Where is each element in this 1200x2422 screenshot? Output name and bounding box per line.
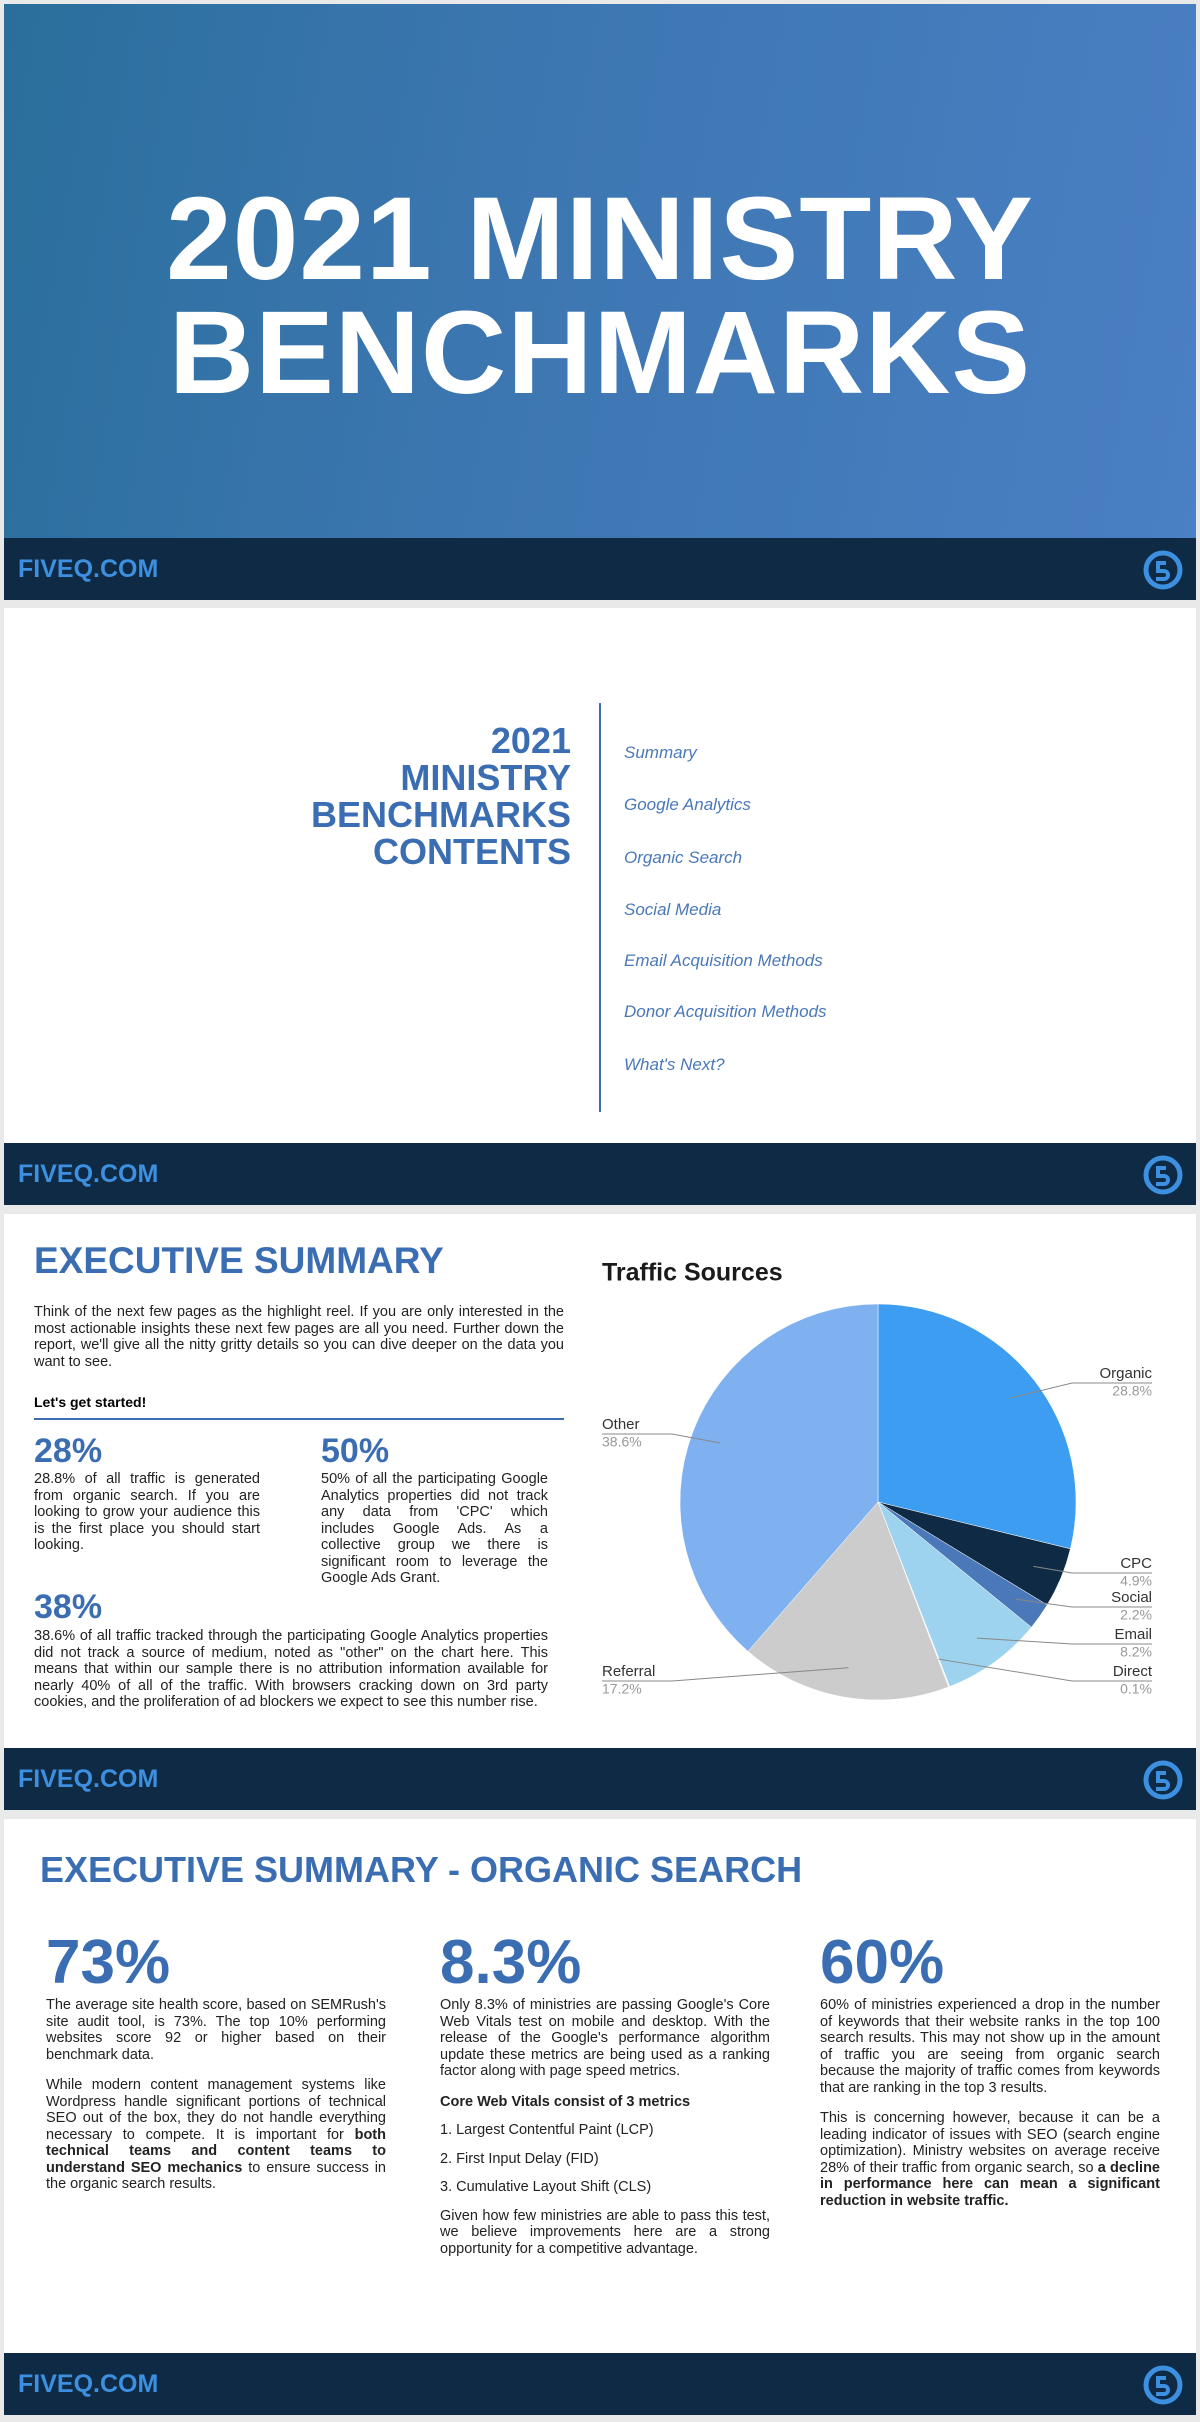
- contents-slide: 2021 MINISTRY BENCHMARKS CONTENTS Summar…: [4, 608, 1196, 1205]
- logo: [1143, 550, 1183, 590]
- intro: Think of the next few pages as the highl…: [34, 1304, 564, 1370]
- footer: FIVEQ.COM: [4, 538, 1196, 600]
- slice-label: Email: [1114, 1626, 1152, 1643]
- paragraph: This is concerning however, because it c…: [820, 2110, 1160, 2209]
- contents-item[interactable]: What's Next?: [624, 1055, 725, 1074]
- text: This is concerning however, because it c…: [820, 2110, 1160, 2176]
- stat-figure: 60%: [820, 1928, 945, 1997]
- leader-line: [1015, 1598, 1152, 1608]
- stat-figure: 73%: [46, 1928, 171, 1997]
- site: FIVEQ.COM: [18, 1160, 159, 1188]
- pie-slice: [877, 1501, 1032, 1687]
- footer: FIVEQ.COM: [4, 2353, 1196, 2415]
- footer: FIVEQ.COM: [4, 1748, 1196, 1810]
- bold-text: a decline in performance here can mean a…: [820, 2159, 1160, 2209]
- section-title: EXECUTIVE SUMMARY: [34, 1240, 444, 1281]
- stat-figure: 38%: [34, 1588, 103, 1626]
- site: FIVEQ.COM: [18, 1765, 159, 1793]
- paragraph: While modern content management systems …: [46, 2077, 386, 2193]
- text: While modern content management systems …: [46, 2077, 386, 2143]
- cta: Let's get started!: [34, 1394, 147, 1410]
- rule: [34, 1418, 564, 1420]
- contents-heading: CONTENTS: [373, 831, 571, 872]
- slice-label: CPC: [1120, 1555, 1152, 1572]
- contents-item[interactable]: Donor Acquisition Methods: [624, 1002, 827, 1021]
- list-item: 3. Cumulative Layout Shift (CLS): [440, 2179, 652, 2195]
- slice-value: 38.6%: [602, 1434, 642, 1450]
- contents-item[interactable]: Google Analytics: [624, 795, 751, 814]
- contents-item[interactable]: Email Acquisition Methods: [624, 951, 823, 970]
- subhead: Core Web Vitals consist of 3 metrics: [440, 2093, 691, 2110]
- stat-text: 28.8% of all traffic is generated from o…: [34, 1471, 260, 1553]
- cover-slide: 2021 MINISTRY BENCHMARKS FIVEQ.COM: [4, 4, 1196, 600]
- leader-line: [1010, 1382, 1152, 1399]
- site: FIVEQ.COM: [18, 555, 159, 583]
- summary-slide: EXECUTIVE SUMMARY Think of the next few …: [4, 1214, 1196, 1810]
- stat-text: 50% of all the participating Google Anal…: [321, 1471, 548, 1586]
- text: to ensure success in the organic search …: [46, 2159, 386, 2193]
- column: 73% The average site health score, based…: [46, 1931, 386, 2193]
- paragraph: The average site health score, based on …: [46, 1997, 386, 2063]
- slice-label: Other: [602, 1416, 640, 1433]
- slice-label: Social: [1111, 1589, 1152, 1606]
- section-title: EXECUTIVE SUMMARY - ORGANIC SEARCH: [40, 1849, 803, 1890]
- logo: [1143, 1155, 1183, 1195]
- leader-line: [976, 1637, 1152, 1645]
- footer: FIVEQ.COM: [4, 1143, 1196, 1205]
- paragraph: Only 8.3% of ministries are passing Goog…: [440, 1997, 770, 2079]
- cover-title: BENCHMARKS: [168, 287, 1032, 419]
- list-item: 2. First Input Delay (FID): [440, 2150, 599, 2167]
- site: FIVEQ.COM: [18, 2370, 159, 2398]
- slice-label: Referral: [602, 1663, 655, 1680]
- stat-text: 38.6% of all traffic tracked through the…: [34, 1628, 548, 1710]
- stat-figure: 28%: [34, 1432, 103, 1470]
- paragraph: 60% of ministries experienced a drop in …: [820, 1997, 1160, 2096]
- pie-slice: [679, 1303, 879, 1652]
- contents-heading: MINISTRY: [400, 757, 571, 798]
- slice-value: 17.2%: [602, 1681, 642, 1697]
- logo: [1143, 1760, 1183, 1800]
- contents-heading: 2021: [490, 720, 571, 761]
- pie-slice: [747, 1501, 949, 1701]
- chart-title: Traffic Sources: [602, 1259, 783, 1287]
- slice-value: 8.2%: [1120, 1644, 1152, 1660]
- cover-title: 2021 MINISTRY: [166, 173, 1034, 305]
- slice-label: Organic: [1099, 1365, 1152, 1382]
- slice-value: 2.2%: [1120, 1607, 1152, 1623]
- contents-heading: BENCHMARKS: [311, 794, 571, 835]
- leader-line: [1033, 1565, 1152, 1574]
- slice-value: 4.9%: [1120, 1573, 1152, 1589]
- slice-value: 0.1%: [1120, 1681, 1152, 1697]
- contents-item[interactable]: Summary: [624, 743, 697, 762]
- leader-line: [602, 1433, 721, 1444]
- logo: [1143, 2365, 1183, 2405]
- contents-item[interactable]: Social Media: [624, 900, 722, 919]
- pie-slice: [877, 1303, 1077, 1550]
- slice-label: Direct: [1113, 1663, 1153, 1680]
- organic-slide: EXECUTIVE SUMMARY - ORGANIC SEARCH 73% T…: [4, 1819, 1196, 2415]
- contents-item[interactable]: Organic Search: [624, 848, 743, 867]
- divider: [599, 703, 601, 1112]
- paragraph: Given how few ministries are able to pas…: [440, 2207, 770, 2257]
- column: 60% 60% of ministries experienced a drop…: [820, 1931, 1160, 2209]
- stat-figure: 50%: [321, 1432, 390, 1470]
- slice-value: 28.8%: [1112, 1383, 1152, 1399]
- leader-line: [602, 1667, 849, 1682]
- list-item: 1. Largest Contentful Paint (LCP): [440, 2122, 654, 2138]
- bold-text: both technical teams and content teams t…: [46, 2126, 386, 2176]
- column: 8.3% Only 8.3% of ministries are passing…: [440, 1931, 770, 2257]
- stat-figure: 8.3%: [440, 1928, 582, 1997]
- leader-line: [938, 1658, 1152, 1682]
